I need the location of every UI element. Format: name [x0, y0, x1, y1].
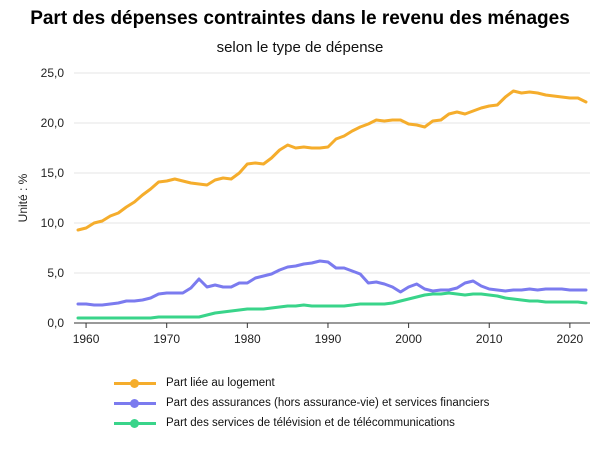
x-tick-label: 2020 — [557, 332, 584, 346]
y-tick-label: 25,0 — [41, 66, 65, 80]
series-lines — [76, 89, 588, 320]
y-tick-label: 5,0 — [47, 266, 64, 280]
legend-item[interactable]: Part liée au logement — [114, 373, 489, 393]
x-tick-label: 1980 — [234, 332, 261, 346]
x-tick-label: 2000 — [395, 332, 422, 346]
legend-swatch — [114, 417, 156, 429]
legend-item[interactable]: Part des assurances (hors assurance-vie)… — [114, 393, 489, 413]
legend-item[interactable]: Part des services de télévision et de té… — [114, 413, 489, 433]
axes — [74, 322, 590, 328]
legend-label: Part des assurances (hors assurance-vie)… — [166, 397, 490, 409]
chart-title: Part des dépenses contraintes dans le re… — [30, 8, 570, 29]
gridlines — [74, 72, 590, 274]
legend-label: Part des services de télévision et de té… — [166, 417, 455, 429]
series-line-2[interactable] — [76, 259, 588, 307]
y-tick-label: 0,0 — [47, 316, 64, 330]
legend: Part liée au logement Part des assurances… — [114, 373, 489, 433]
y-tick-label: 15,0 — [41, 166, 65, 180]
y-tick-label: 20,0 — [41, 116, 65, 130]
series-line-3[interactable] — [76, 291, 588, 320]
x-tick-label: 1960 — [73, 332, 100, 346]
tick-labels: 0,0 5,0 10,0 15,0 20,0 25,0 1960 1970 1980 1990 20… — [41, 66, 584, 346]
x-tick-label: 1970 — [153, 332, 180, 346]
x-tick-label: 2010 — [476, 332, 503, 346]
legend-swatch — [114, 397, 156, 409]
x-tick-label: 1990 — [315, 332, 342, 346]
y-axis-label: Unité : % — [16, 173, 30, 222]
legend-swatch — [114, 377, 156, 389]
chart-subtitle: selon le type de dépense — [216, 39, 384, 56]
legend-label: Part liée au logement — [166, 377, 275, 389]
series-line-1[interactable] — [76, 89, 588, 232]
y-tick-label: 10,0 — [41, 216, 65, 230]
